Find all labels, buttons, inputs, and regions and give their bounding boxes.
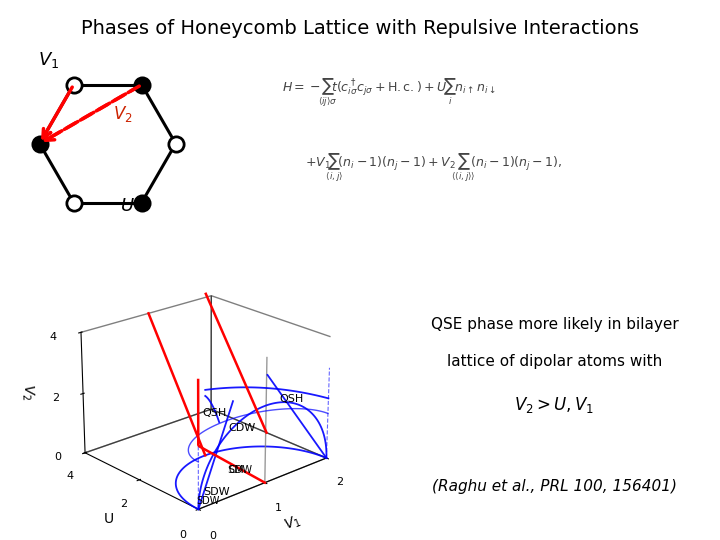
Text: $V_2$: $V_2$ — [112, 104, 132, 124]
Text: Phases of Honeycomb Lattice with Repulsive Interactions: Phases of Honeycomb Lattice with Repulsi… — [81, 19, 639, 38]
Text: $+ V_1\!\!\sum_{\langle i,j\rangle}\!\!(n_i-1)(n_j-1)+ V_2\!\!\sum_{\langle\lang: $+ V_1\!\!\sum_{\langle i,j\rangle}\!\!(… — [305, 152, 563, 184]
Text: QSE phase more likely in bilayer: QSE phase more likely in bilayer — [431, 316, 678, 332]
Text: $U$: $U$ — [120, 197, 135, 215]
Y-axis label: U: U — [104, 512, 114, 526]
Text: $H = -\!\!\sum_{\langle ij\rangle\sigma}\!\! t(c^\dagger_{i\sigma}c_{j\sigma}+\m: $H = -\!\!\sum_{\langle ij\rangle\sigma}… — [282, 77, 496, 109]
Text: lattice of dipolar atoms with: lattice of dipolar atoms with — [447, 354, 662, 369]
Text: $V_2 > U, V_1$: $V_2 > U, V_1$ — [514, 395, 595, 415]
Text: (Raghu et al., PRL 100, 156401): (Raghu et al., PRL 100, 156401) — [432, 478, 677, 494]
X-axis label: $V_1$: $V_1$ — [282, 513, 304, 534]
Text: $V_1$: $V_1$ — [38, 50, 59, 70]
